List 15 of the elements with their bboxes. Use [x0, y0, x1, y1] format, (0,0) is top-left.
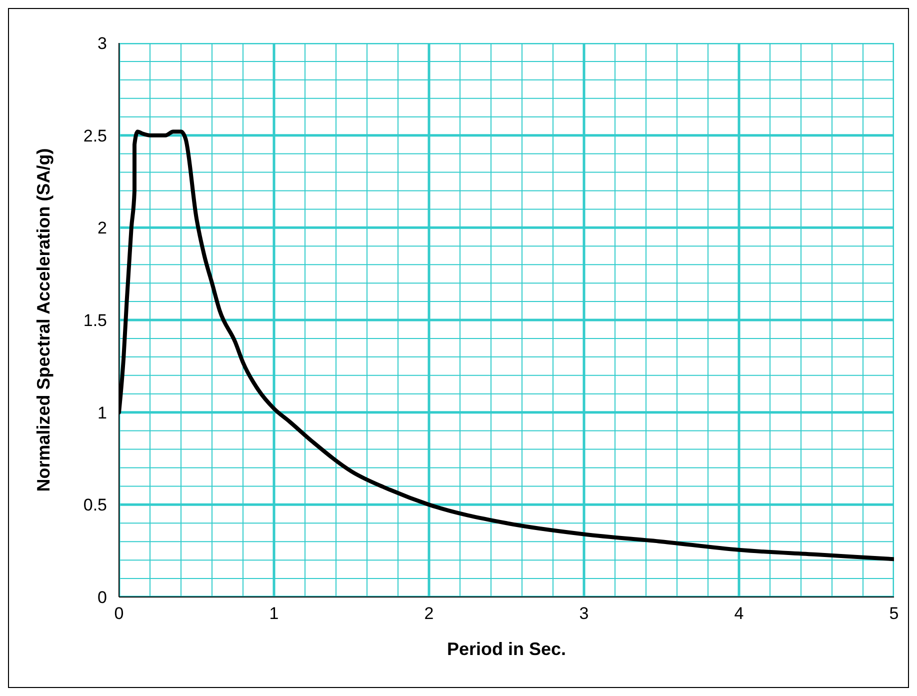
x-axis-title: Period in Sec.: [446, 639, 566, 659]
y-tick-label: 0.5: [83, 496, 107, 515]
x-tick-label: 5: [889, 604, 899, 623]
y-tick-label: 0: [98, 588, 107, 607]
y-tick-label: 1: [98, 403, 107, 422]
y-tick-label: 1.5: [83, 311, 107, 330]
x-tick-label: 3: [579, 604, 589, 623]
x-tick-label: 2: [424, 604, 434, 623]
x-tick-label: 0: [114, 604, 124, 623]
y-tick-label: 2: [98, 218, 107, 238]
y-axis-title: Normalized Spectral Acceleration (SA/g): [33, 148, 54, 492]
x-tick-label: 1: [269, 604, 279, 623]
y-tick-label: 3: [98, 34, 107, 53]
x-tick-label: 4: [734, 604, 744, 623]
y-tick-label: 2.5: [83, 126, 107, 146]
